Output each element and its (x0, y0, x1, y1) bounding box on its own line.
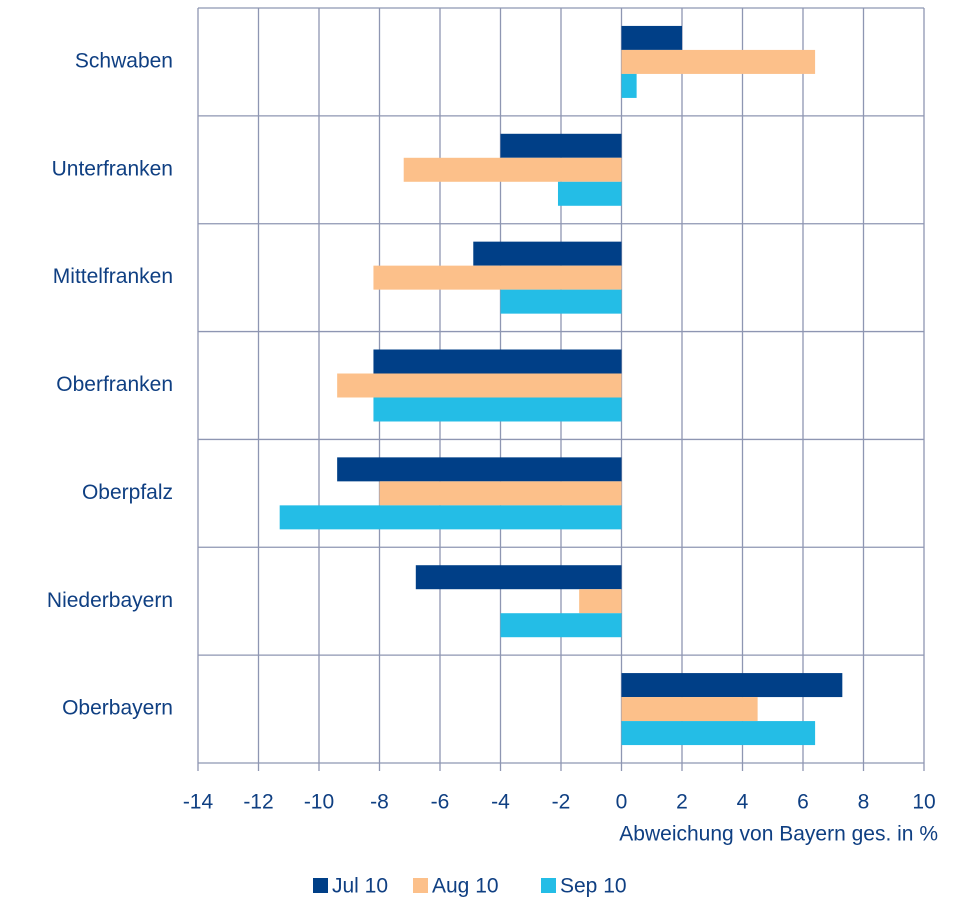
x-tick-label: -12 (243, 791, 273, 814)
y-tick-label: Niederbayern (47, 589, 173, 612)
x-tick-label: 10 (912, 791, 935, 814)
bar (373, 397, 622, 422)
bar (403, 157, 622, 182)
x-tick-label: -14 (183, 791, 214, 814)
bar (415, 565, 622, 590)
bar (621, 73, 637, 98)
x-tick-label: 2 (676, 791, 688, 814)
bar (379, 481, 622, 506)
x-tick-label: 6 (797, 791, 809, 814)
x-tick-label: 8 (858, 791, 870, 814)
bar (621, 673, 843, 698)
bar (579, 589, 622, 614)
x-tick-label: -2 (552, 791, 571, 814)
x-tick-label: 4 (737, 791, 749, 814)
legend-swatch (413, 878, 428, 893)
bar (621, 697, 758, 722)
x-tick-label: -8 (370, 791, 389, 814)
bar (621, 49, 816, 74)
bar (373, 265, 622, 290)
legend-label: Aug 10 (432, 875, 499, 898)
x-tick-label: -4 (491, 791, 510, 814)
bar (500, 133, 622, 158)
bar (337, 457, 622, 482)
legend-label: Jul 10 (332, 875, 388, 898)
bar (500, 289, 622, 314)
y-tick-label: Schwaben (75, 49, 173, 72)
bar (621, 25, 682, 50)
bar (373, 349, 622, 374)
x-axis-label: Abweichung von Bayern ges. in % (619, 823, 938, 846)
bar (279, 505, 622, 530)
bar (621, 721, 816, 746)
y-tick-label: Oberfranken (56, 373, 173, 396)
legend-swatch (313, 878, 328, 893)
bar (557, 181, 622, 206)
y-tick-label: Mittelfranken (53, 265, 173, 288)
legend-swatch (541, 878, 556, 893)
y-tick-label: Oberbayern (62, 697, 173, 720)
y-tick-label: Oberpfalz (82, 481, 173, 504)
bar (473, 241, 622, 266)
bar (337, 373, 622, 398)
x-tick-label: -6 (431, 791, 450, 814)
y-tick-label: Unterfranken (52, 157, 173, 180)
x-tick-label: -10 (304, 791, 334, 814)
bar (500, 613, 622, 638)
x-tick-label: 0 (616, 791, 628, 814)
legend-label: Sep 10 (560, 875, 627, 898)
